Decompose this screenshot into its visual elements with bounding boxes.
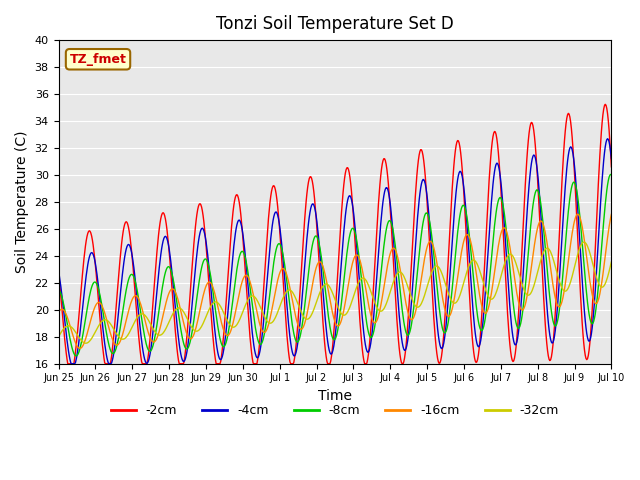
-8cm <box>65 328 72 334</box>
-16cm <box>403 305 411 311</box>
Line: -32cm: -32cm <box>58 242 611 343</box>
Y-axis label: Soil Temperature (C): Soil Temperature (C) <box>15 131 29 273</box>
-4cm <box>179 357 186 363</box>
-16cm <box>179 314 186 320</box>
Text: TZ_fmet: TZ_fmet <box>70 53 127 66</box>
-32cm <box>208 302 216 308</box>
-16cm <box>208 281 216 287</box>
-2cm <box>64 361 72 367</box>
-8cm <box>403 332 411 337</box>
-16cm <box>65 318 72 324</box>
-8cm <box>179 335 186 340</box>
-4cm <box>403 343 411 348</box>
-8cm <box>607 172 615 178</box>
Title: Tonzi Soil Temperature Set D: Tonzi Soil Temperature Set D <box>216 15 454 33</box>
X-axis label: Time: Time <box>318 389 352 403</box>
-32cm <box>607 259 615 265</box>
-2cm <box>208 317 216 323</box>
-8cm <box>122 287 130 293</box>
-32cm <box>403 281 411 287</box>
-4cm <box>68 361 76 367</box>
-16cm <box>419 265 427 271</box>
-2cm <box>607 164 615 170</box>
-4cm <box>208 293 216 299</box>
-32cm <box>81 340 89 346</box>
-2cm <box>65 361 73 367</box>
-4cm <box>604 136 611 142</box>
-32cm <box>179 307 186 313</box>
-4cm <box>419 177 427 182</box>
-32cm <box>54 334 62 340</box>
-2cm <box>54 269 62 275</box>
-16cm <box>122 318 130 324</box>
-8cm <box>208 279 216 285</box>
-16cm <box>54 310 62 315</box>
-8cm <box>72 353 80 359</box>
-4cm <box>65 348 72 354</box>
-16cm <box>76 346 84 351</box>
-32cm <box>419 297 427 303</box>
-8cm <box>607 171 614 177</box>
Line: -4cm: -4cm <box>58 139 611 364</box>
-4cm <box>54 268 62 274</box>
-2cm <box>179 361 186 367</box>
-4cm <box>122 246 130 252</box>
Line: -2cm: -2cm <box>58 104 611 364</box>
-8cm <box>54 287 62 293</box>
Legend: -2cm, -4cm, -8cm, -16cm, -32cm: -2cm, -4cm, -8cm, -16cm, -32cm <box>106 399 564 422</box>
-32cm <box>580 239 588 245</box>
-32cm <box>65 323 72 329</box>
-16cm <box>573 211 581 217</box>
-4cm <box>607 156 615 162</box>
-2cm <box>122 219 130 225</box>
-32cm <box>122 335 130 340</box>
-8cm <box>419 220 427 226</box>
Line: -16cm: -16cm <box>58 214 611 348</box>
Line: -8cm: -8cm <box>58 174 611 356</box>
-2cm <box>403 334 411 340</box>
-2cm <box>602 101 609 107</box>
-2cm <box>419 153 427 158</box>
-16cm <box>607 211 615 217</box>
